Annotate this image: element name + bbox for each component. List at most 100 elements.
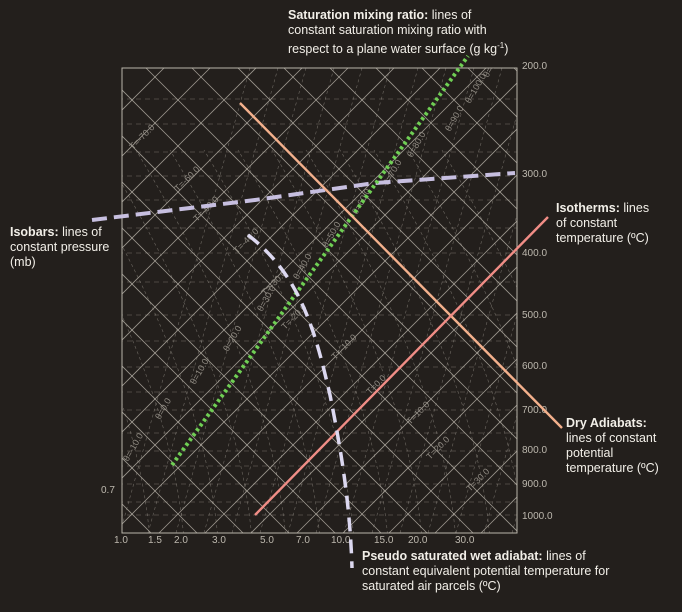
wet-adiabat-grid-line: [339, 149, 490, 533]
isotherm-grid-line: [434, 450, 517, 533]
pressure-label: 500.0: [522, 310, 547, 321]
dry-adiabats-title: Dry Adiabats:: [566, 416, 647, 430]
pressure-label: 400.0: [522, 248, 547, 259]
wet-adiabat-grid-line: [271, 149, 422, 533]
wet-adiabat-grid-line: [122, 402, 150, 533]
mixing-ratio-grid-line: [455, 313, 517, 533]
isotherm-label: T=30.0: [464, 466, 491, 493]
wet-adiabat-title: Pseudo saturated wet adiabat:: [362, 549, 543, 563]
mixing-ratio-tick: 10.0: [331, 535, 351, 546]
pressure-label: 600.0: [522, 361, 547, 372]
wet-adiabat-line1: lines of: [542, 549, 586, 563]
isotherm-label: T=-50.0: [191, 194, 220, 223]
mixing-ratio-tick: 5.0: [260, 535, 274, 546]
isotherm-grid-line: [0, 0, 326, 612]
pressure-label: 300.0: [522, 169, 547, 180]
mixing-ratio-tick: 30.0: [455, 535, 475, 546]
wet-adiabat-grid-line: [122, 245, 218, 533]
isotherm-label: T=-10.0: [329, 332, 358, 361]
dry-adiabats-line3: potential: [566, 446, 614, 460]
mixing-ratio-grid-line: [343, 68, 475, 533]
isotherms-annotation: Isotherms: lines of constant temperature…: [556, 201, 676, 246]
isotherm-grid-line: [0, 0, 510, 612]
wet-adiabat-grid-line: [305, 149, 456, 533]
mixing-ratio-tick: 20.0: [408, 535, 428, 546]
mixing-ratio-grid-line: [175, 68, 307, 533]
mixing-ratio-highlight-line: [170, 54, 470, 467]
mixing-ratio-grid-line: [259, 68, 391, 533]
theta-label: θ=40.0: [291, 252, 314, 281]
isotherm-highlight-line: [254, 216, 549, 516]
adiabat-grid-line: [168, 0, 682, 612]
isobars-line2: constant pressure: [10, 240, 110, 254]
mixing-ratio-grid-line: [122, 68, 251, 527]
isotherms-line2: of constant: [556, 216, 618, 230]
mixing-ratio-line1: lines of: [428, 8, 472, 22]
adiabat-grid-line: [76, 0, 682, 612]
mixing-ratio-tick: 7.0: [296, 535, 310, 546]
pressure-label: 1000.0: [522, 511, 553, 522]
pressure-label: 900.0: [522, 479, 547, 490]
theta-label: θ=110: [481, 53, 502, 79]
mixing-ratio-tick: 1.5: [148, 535, 162, 546]
wet-adiabat-grid-line: [203, 149, 354, 533]
adiabat-grid-line: [122, 411, 244, 533]
wet-adiabat-line3: saturated air parcels (ºC): [362, 579, 501, 593]
mixing-ratio-line2: constant saturation mixing ratio with: [288, 23, 487, 37]
mixing-ratio-grid-line: [427, 213, 517, 533]
mixing-ratio-line3: respect to a plane water surface (g kg: [288, 42, 498, 57]
left-axis-label: 0.7: [101, 485, 115, 496]
theta-label: θ=100.0: [463, 72, 488, 105]
isotherms-title: Isotherms:: [556, 201, 620, 215]
mixing-ratio-grid-line: [231, 68, 363, 533]
isobar-highlight-line: [91, 171, 516, 222]
rotated-line-labels: T=-70.0T=-60.0T=-50.0T=-40.0T=-30.0T=-20…: [122, 53, 502, 493]
dry-adiabats-annotation: Dry Adiabats: lines of constant potentia…: [566, 416, 678, 476]
mixing-ratio-tick: 15.0: [374, 535, 394, 546]
mixing-ratio-grid-line: [147, 68, 279, 533]
mixing-ratio-tick: 1.0: [114, 535, 128, 546]
mixing-ratio-tail: ): [504, 42, 509, 57]
adiabat-grid-line: [0, 0, 326, 612]
pressure-label: 800.0: [522, 445, 547, 456]
isobars-title: Isobars:: [10, 225, 59, 239]
mixing-ratio-tick: 2.0: [174, 535, 188, 546]
wet-adiabat-highlight-line: [246, 233, 354, 569]
isotherms-line3: temperature (ºC): [556, 231, 649, 245]
mixing-ratio-grid-line: [287, 68, 419, 533]
isotherm-label: T=-60.0: [172, 164, 201, 193]
isotherm-grid-line: [342, 358, 517, 533]
wet-adiabat-grid-line: [122, 183, 252, 533]
mixing-ratio-grid-line: [483, 413, 517, 533]
theta-label: θ=10.0: [188, 357, 211, 386]
wet-adiabat-grid-line: [122, 315, 184, 533]
theta-label: θ=90.0: [443, 104, 466, 133]
plot-frame: [121, 67, 518, 534]
mixing-ratio-title: Saturation mixing ratio:: [288, 8, 429, 22]
